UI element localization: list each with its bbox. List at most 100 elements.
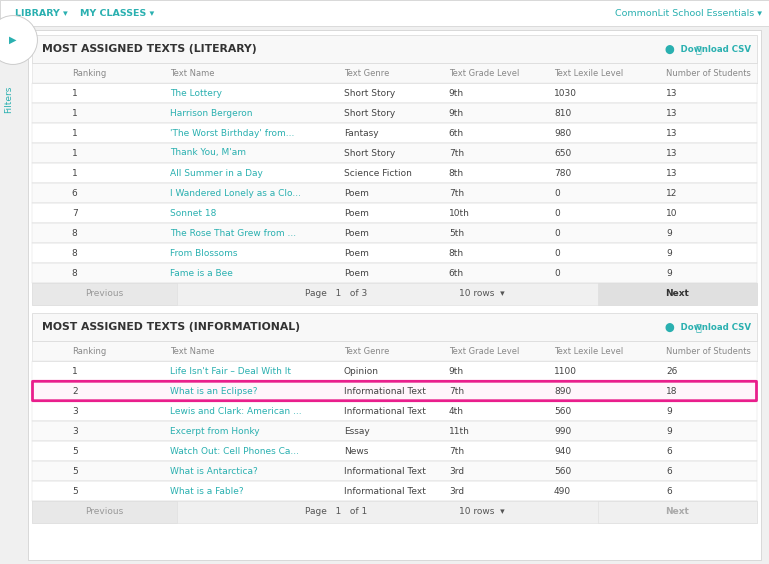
Text: 980: 980 (554, 129, 571, 138)
Text: Science Fiction: Science Fiction (344, 169, 411, 178)
Text: ⬤  Download CSV: ⬤ Download CSV (665, 323, 751, 332)
Text: All Summer in a Day: All Summer in a Day (170, 169, 263, 178)
Text: 7th: 7th (449, 148, 464, 157)
Text: 9: 9 (667, 426, 672, 435)
Bar (32, 461, 757, 481)
Text: 10 rows  ▾: 10 rows ▾ (458, 508, 504, 517)
Text: Sonnet 18: Sonnet 18 (170, 209, 216, 218)
Text: Thank You, M'am: Thank You, M'am (170, 148, 246, 157)
Text: 13: 13 (667, 89, 678, 98)
Text: What is Antarctica?: What is Antarctica? (170, 466, 258, 475)
Bar (32, 243, 757, 263)
Text: Watch Out: Cell Phones Ca...: Watch Out: Cell Phones Ca... (170, 447, 298, 456)
Bar (32, 361, 757, 381)
Text: 9: 9 (667, 228, 672, 237)
Text: MOST ASSIGNED TEXTS (LITERARY): MOST ASSIGNED TEXTS (LITERARY) (42, 44, 257, 54)
Text: CommonLit School Essentials ▾: CommonLit School Essentials ▾ (615, 8, 762, 17)
Text: 8th: 8th (449, 169, 464, 178)
Bar (598, 283, 757, 305)
Text: 0: 0 (554, 249, 560, 258)
Text: 7th: 7th (449, 188, 464, 197)
Text: Excerpt from Honky: Excerpt from Honky (170, 426, 259, 435)
Bar (598, 501, 757, 523)
Text: 6: 6 (667, 466, 672, 475)
Text: 1: 1 (72, 367, 78, 376)
Text: 9: 9 (667, 268, 672, 277)
Text: Filters: Filters (5, 86, 14, 113)
Text: 'The Worst Birthday' from...: 'The Worst Birthday' from... (170, 129, 294, 138)
Text: Ranking: Ranking (72, 68, 106, 77)
Text: Page   1   of 3: Page 1 of 3 (305, 289, 368, 298)
Text: 5: 5 (72, 447, 78, 456)
Text: 560: 560 (554, 466, 571, 475)
Bar (32, 313, 757, 341)
Text: 8: 8 (72, 268, 78, 277)
Text: Number of Students: Number of Students (667, 346, 751, 355)
Text: 4th: 4th (449, 407, 464, 416)
Text: From Blossoms: From Blossoms (170, 249, 238, 258)
Bar (32, 381, 757, 401)
Text: 9: 9 (667, 407, 672, 416)
Text: MOST ASSIGNED TEXTS (INFORMATIONAL): MOST ASSIGNED TEXTS (INFORMATIONAL) (42, 322, 300, 332)
Text: Opinion: Opinion (344, 367, 379, 376)
Text: 1: 1 (72, 89, 78, 98)
Bar (32, 421, 757, 441)
Bar (32, 163, 757, 183)
Bar (32, 401, 757, 421)
Bar (32, 283, 177, 305)
Text: Text Name: Text Name (170, 68, 215, 77)
Text: 7: 7 (72, 209, 78, 218)
Text: ▶: ▶ (9, 35, 17, 45)
Text: 18: 18 (667, 386, 678, 395)
Bar (32, 283, 757, 305)
Text: What is an Eclipse?: What is an Eclipse? (170, 386, 258, 395)
Text: 5th: 5th (449, 228, 464, 237)
Text: Informational Text: Informational Text (344, 487, 425, 496)
Text: 12: 12 (667, 188, 677, 197)
Text: I Wandered Lonely as a Clo...: I Wandered Lonely as a Clo... (170, 188, 301, 197)
Text: 8th: 8th (449, 249, 464, 258)
FancyBboxPatch shape (32, 381, 757, 400)
Text: 940: 940 (554, 447, 571, 456)
Text: Text Lexile Level: Text Lexile Level (554, 68, 623, 77)
Text: 1: 1 (72, 169, 78, 178)
Bar (32, 203, 757, 223)
Text: Short Story: Short Story (344, 89, 395, 98)
Text: Previous: Previous (85, 508, 124, 517)
Text: 0: 0 (554, 209, 560, 218)
Text: 11th: 11th (449, 426, 470, 435)
Text: 3rd: 3rd (449, 466, 464, 475)
Text: Text Lexile Level: Text Lexile Level (554, 346, 623, 355)
Text: ⓘ: ⓘ (695, 44, 701, 54)
Text: 2: 2 (72, 386, 78, 395)
Text: Fame is a Bee: Fame is a Bee (170, 268, 233, 277)
Text: Poem: Poem (344, 188, 368, 197)
Bar (32, 441, 757, 461)
Bar (32, 103, 757, 123)
Text: Short Story: Short Story (344, 148, 395, 157)
Text: 1030: 1030 (554, 89, 577, 98)
Text: 3rd: 3rd (449, 487, 464, 496)
Text: Informational Text: Informational Text (344, 466, 425, 475)
Text: The Lottery: The Lottery (170, 89, 221, 98)
Text: Text Grade Level: Text Grade Level (449, 346, 519, 355)
Text: 9th: 9th (449, 367, 464, 376)
Text: 13: 13 (667, 148, 678, 157)
Text: 13: 13 (667, 169, 678, 178)
Bar (32, 35, 757, 63)
Text: 560: 560 (554, 407, 571, 416)
Text: Harrison Bergeron: Harrison Bergeron (170, 108, 252, 117)
Text: 5: 5 (72, 466, 78, 475)
Text: 13: 13 (667, 129, 678, 138)
Text: 1: 1 (72, 108, 78, 117)
Bar (32, 223, 757, 243)
Text: 6th: 6th (449, 129, 464, 138)
Text: Essay: Essay (344, 426, 369, 435)
Text: 6th: 6th (449, 268, 464, 277)
Text: Poem: Poem (344, 268, 368, 277)
Text: News: News (344, 447, 368, 456)
Text: 9th: 9th (449, 108, 464, 117)
Text: Poem: Poem (344, 209, 368, 218)
Bar (32, 263, 757, 283)
Bar (32, 501, 177, 523)
